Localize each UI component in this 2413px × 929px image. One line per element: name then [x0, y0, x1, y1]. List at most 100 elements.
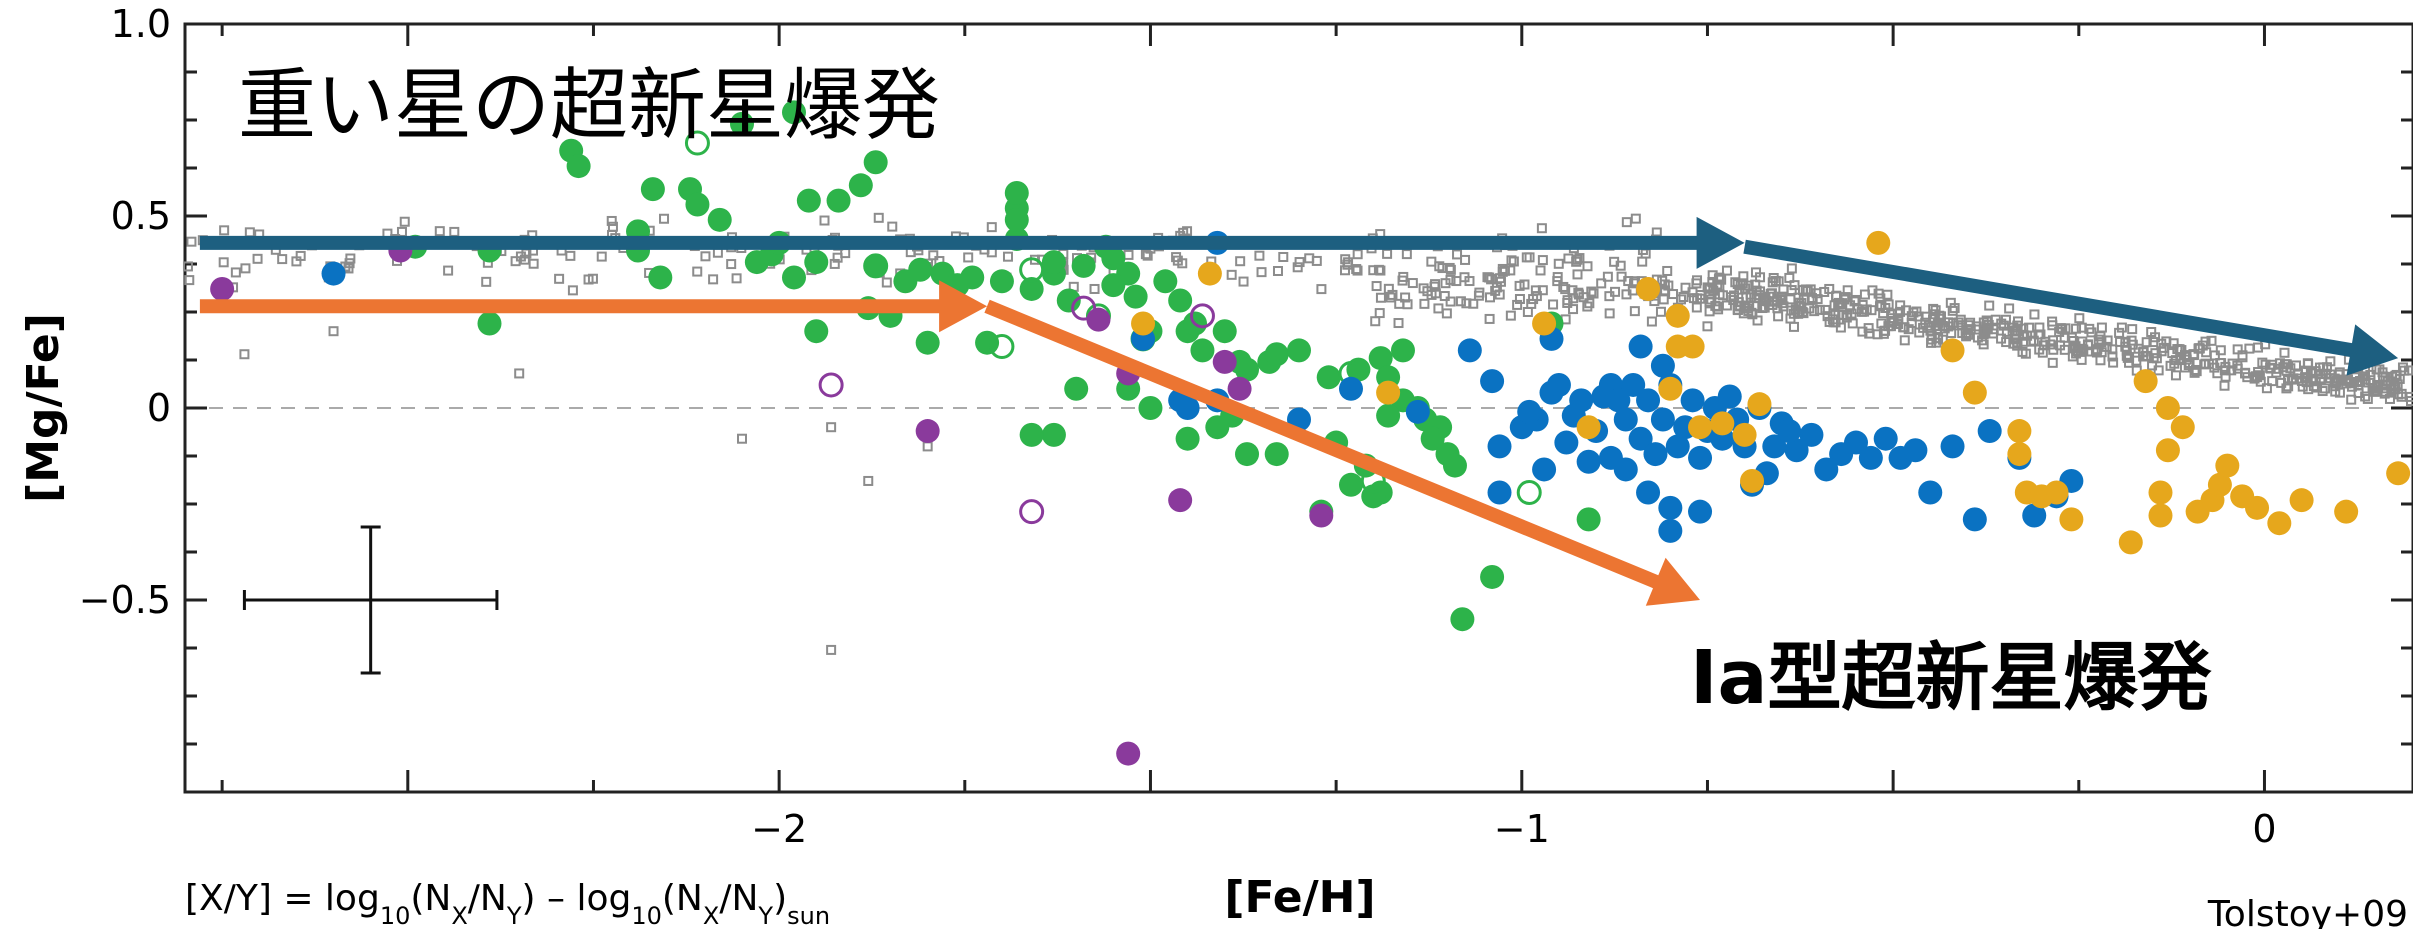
- background-star-marker: [186, 236, 197, 247]
- background-star-marker: [1553, 258, 1564, 269]
- background-star-marker: [887, 221, 898, 232]
- background-star-marker: [1786, 263, 1797, 274]
- green-filled-point: [1138, 396, 1163, 420]
- background-star-marker: [708, 274, 719, 285]
- blue-filled-point: [1784, 438, 1809, 463]
- green-filled-point: [1442, 453, 1467, 478]
- background-star-marker: [1876, 318, 1887, 329]
- background-star-marker: [1460, 254, 1471, 265]
- blue-filled-point: [1598, 445, 1623, 470]
- background-star-marker: [1793, 292, 1804, 303]
- background-star-marker: [328, 326, 339, 337]
- background-star-marker: [519, 254, 530, 265]
- background-star-marker: [1704, 289, 1715, 300]
- background-star-marker: [1311, 255, 1322, 266]
- blue-filled-point: [1940, 434, 1965, 459]
- background-star-marker: [1382, 248, 1393, 259]
- green-filled-point: [477, 311, 502, 336]
- background-star-marker: [2076, 322, 2087, 333]
- background-star-marker: [1668, 289, 1679, 300]
- blue-filled-point: [1517, 399, 1542, 424]
- green-filled-point: [915, 330, 940, 355]
- purple-filled-point: [915, 419, 940, 444]
- background-star-marker: [2008, 338, 2019, 349]
- green-filled-point: [1338, 472, 1363, 497]
- background-star-marker: [1929, 309, 1940, 320]
- type-ia-supernova-label: Ia型超新星爆発: [1690, 635, 2212, 721]
- blue-filled-point: [1688, 445, 1713, 470]
- green-filled-point: [640, 177, 665, 202]
- green-open-point: [989, 334, 1015, 360]
- background-star-marker: [1272, 266, 1283, 277]
- blue-filled-point: [1650, 407, 1675, 432]
- background-star-marker: [2047, 335, 2058, 346]
- background-star-marker: [1706, 294, 1717, 305]
- background-star-marker: [1784, 272, 1795, 283]
- background-star-marker: [1387, 289, 1398, 300]
- background-star-marker: [1535, 265, 1546, 276]
- background-star-marker: [2190, 364, 2201, 375]
- orange-filled-point: [2007, 419, 2032, 444]
- background-star-marker: [2370, 385, 2381, 396]
- green-filled-point: [1041, 422, 1066, 447]
- background-star-marker: [2212, 368, 2223, 379]
- green-filled-point: [1168, 288, 1193, 313]
- background-star-marker: [1788, 321, 1799, 332]
- orange-filled-point: [1688, 415, 1713, 440]
- background-star-marker: [2018, 323, 2029, 334]
- background-star-marker: [1574, 253, 1585, 264]
- abundance-ratio-formula: [X/Y] = log10(NX/NY) – log10(NX/NY)sun: [185, 878, 830, 929]
- orange-filled-point: [1710, 411, 1735, 436]
- background-star-marker: [399, 216, 410, 227]
- background-star-marker: [1562, 295, 1573, 306]
- massive-star-plateau-arrow: [199, 216, 1745, 269]
- blue-filled-point: [1814, 457, 1839, 482]
- background-star-marker: [2148, 337, 2159, 348]
- orange-filled-point: [1747, 392, 1772, 417]
- green-filled-point: [1019, 276, 1044, 301]
- y-tick-label: 0: [147, 386, 171, 430]
- blue-filled-point: [1606, 388, 1631, 413]
- green-filled-point: [781, 100, 806, 125]
- background-star-marker: [1468, 298, 1479, 309]
- purple-open-point: [1189, 303, 1215, 329]
- background-star-marker: [219, 225, 230, 236]
- background-star-marker: [1878, 328, 1889, 339]
- background-star-marker: [1849, 296, 1860, 307]
- background-star-marker: [2325, 369, 2336, 380]
- green-filled-point: [989, 269, 1014, 294]
- orange-filled-point: [2170, 415, 2195, 440]
- background-star-marker: [928, 250, 939, 261]
- background-star-marker: [1278, 251, 1289, 262]
- blue-filled-point: [1457, 338, 1482, 363]
- background-star-marker: [1704, 283, 1715, 294]
- background-star-marker: [1292, 262, 1303, 273]
- green-open-point: [863, 253, 889, 279]
- orange-filled-point: [2386, 461, 2411, 486]
- background-star-marker: [449, 226, 460, 237]
- background-star-marker: [2310, 366, 2321, 377]
- background-star-marker: [1899, 335, 1910, 346]
- background-star-marker: [2074, 313, 2085, 324]
- background-star-marker: [1521, 252, 1532, 263]
- background-star-marker: [565, 250, 576, 261]
- purple-filled-point: [1309, 503, 1334, 528]
- background-star-marker: [528, 258, 539, 269]
- background-star-marker: [2184, 357, 2195, 368]
- green-filled-point: [566, 154, 591, 179]
- blue-filled-point: [1717, 384, 1742, 409]
- orange-filled-point: [2133, 369, 2158, 394]
- x-axis-title: [Fe/H]: [1224, 872, 1375, 923]
- background-star-marker: [1637, 256, 1648, 267]
- orange-filled-point: [1962, 380, 1987, 405]
- orange-filled-point: [2118, 530, 2143, 555]
- background-star-marker: [2382, 376, 2393, 387]
- background-star-marker: [2283, 375, 2294, 386]
- background-star-marker: [819, 215, 830, 226]
- orange-filled-point: [1740, 468, 1765, 493]
- background-star-marker: [1913, 311, 1924, 322]
- background-star-marker: [2194, 343, 2205, 354]
- green-filled-point: [863, 150, 888, 175]
- background-star-marker: [2226, 365, 2237, 376]
- background-star-marker: [1752, 315, 1763, 326]
